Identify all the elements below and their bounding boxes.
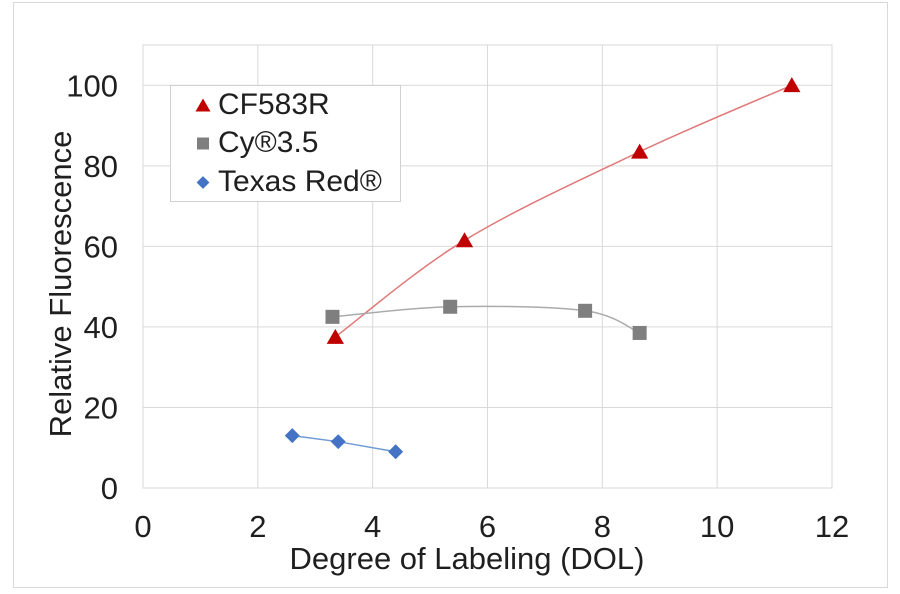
x-tick-label: 8: [594, 509, 611, 544]
series-line-2: [292, 434, 396, 453]
legend-item-label: Cy®3.5: [218, 126, 319, 160]
legend-item: Texas Red®: [171, 163, 400, 201]
data-point-marker-diamond: [388, 444, 404, 460]
data-point-marker-triangle: [455, 232, 474, 248]
series-line-0: [334, 84, 793, 338]
data-point-marker-square: [197, 137, 209, 150]
y-tick-label: 60: [84, 229, 118, 264]
data-point-marker-square: [325, 309, 340, 324]
data-point-marker-square: [632, 325, 647, 340]
diamond-marker-icon: [196, 175, 210, 189]
legend-item: CF583R: [171, 86, 400, 124]
y-tick-label: 100: [66, 68, 118, 103]
data-point-marker-square: [443, 299, 458, 314]
y-tick-label: 40: [84, 310, 118, 345]
x-axis-title: Degree of Labeling (DOL): [289, 541, 645, 576]
data-point-marker-square: [578, 303, 593, 318]
data-point-marker-triangle: [631, 143, 649, 159]
x-tick-label: 6: [479, 509, 496, 544]
legend-item-label: CF583R: [218, 88, 330, 122]
square-marker-icon: [197, 137, 209, 150]
x-tick-label: 10: [700, 509, 734, 544]
y-tick-label: 20: [84, 390, 118, 425]
plot-area-border: [142, 44, 833, 489]
legend: CF583R Cy®3.5 Texas Red®: [170, 85, 401, 202]
data-point-marker-triangle: [195, 98, 211, 112]
data-point-marker-diamond: [330, 434, 346, 450]
data-point-marker-diamond: [196, 175, 210, 189]
y-tick-label: 0: [101, 471, 118, 506]
x-tick-label: 4: [364, 509, 381, 544]
y-tick-label: 80: [84, 149, 118, 184]
data-point-marker-diamond: [284, 428, 300, 444]
chart-border: [13, 2, 888, 588]
y-axis-title: Relative Fluorescence: [43, 130, 78, 438]
x-tick-label: 12: [815, 509, 849, 544]
series-line-1: [332, 305, 640, 334]
triangle-marker-icon: [195, 98, 211, 112]
data-point-marker-triangle: [783, 77, 801, 93]
x-tick-label: 0: [134, 509, 151, 544]
x-tick-label: 2: [249, 509, 266, 544]
legend-item: Cy®3.5: [171, 124, 400, 162]
data-point-marker-triangle: [326, 328, 344, 344]
legend-item-label: Texas Red®: [218, 164, 382, 198]
